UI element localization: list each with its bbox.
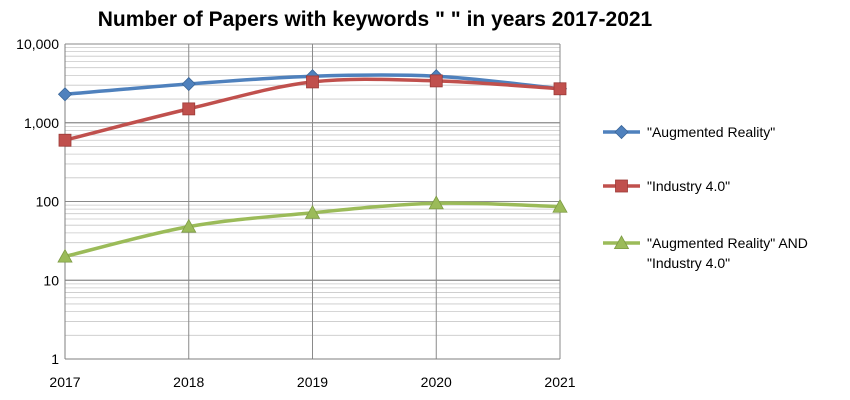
y-tick-label: 100 [36, 194, 60, 210]
data-point-1 [429, 74, 443, 88]
x-tick-label: 2021 [544, 374, 575, 390]
y-tick-label: 1 [51, 351, 59, 367]
legend-marker-0 [614, 124, 629, 140]
legend-label: "Industry 4.0" [647, 178, 730, 194]
x-tick-label: 2017 [49, 374, 80, 390]
data-point-2 [428, 195, 444, 210]
legend-marker-1 [615, 179, 628, 193]
x-tick-label: 2020 [421, 374, 452, 390]
data-point-1 [553, 82, 567, 96]
data-point-1 [306, 75, 319, 89]
legend-label: "Industry 4.0" [647, 255, 730, 271]
y-tick-label: 1,000 [24, 115, 59, 131]
grid-lines [64, 43, 561, 360]
legend: "Augmented Reality" "Industry 4.0" "Augmen… [603, 124, 808, 271]
y-tick-label: 10 [43, 272, 59, 288]
tick-labels: 1 10 100 1,000 10,000 2017 2018 2019 2020 2021 [16, 36, 576, 390]
data-point-1 [182, 102, 196, 116]
legend-label: "Augmented Reality" [647, 124, 775, 140]
series-lines [57, 69, 568, 263]
data-point-1 [58, 133, 72, 147]
data-point-2 [304, 204, 321, 219]
data-point-2 [552, 198, 568, 213]
legend-marker-2 [613, 235, 630, 250]
chart-title: Number of Papers with keywords " " in ye… [97, 8, 653, 31]
data-point-0 [57, 87, 73, 102]
data-point-0 [181, 76, 196, 92]
legend-label: "Augmented Reality" AND [647, 235, 808, 251]
x-tick-label: 2018 [173, 374, 204, 390]
y-tick-label: 10,000 [16, 36, 59, 52]
x-tick-label: 2019 [297, 374, 328, 390]
data-point-2 [57, 248, 73, 263]
data-point-2 [181, 218, 197, 233]
